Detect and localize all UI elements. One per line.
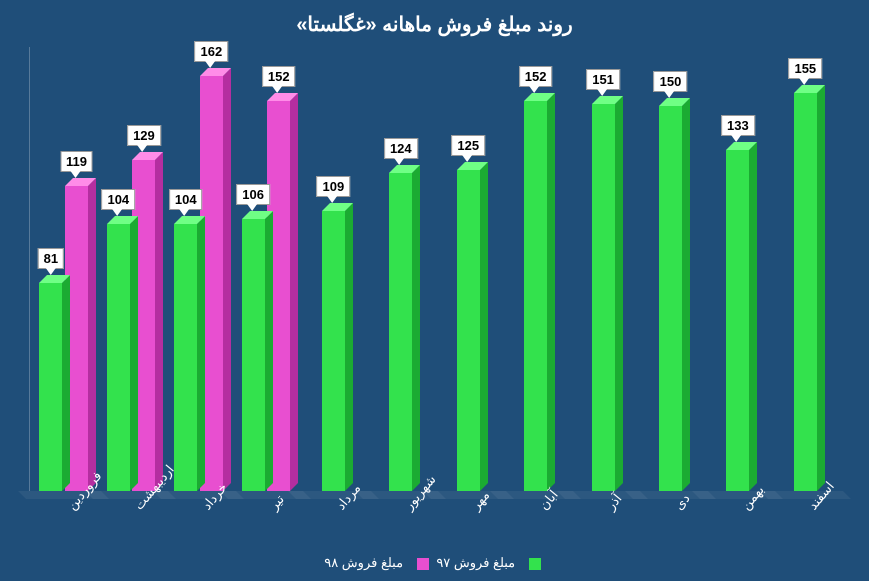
value-label: 133 — [721, 115, 755, 136]
category: 152106تیر — [232, 55, 299, 491]
category: 155اسفند — [772, 55, 839, 491]
category: 109مرداد — [300, 55, 367, 491]
bar-97: 152 — [524, 101, 547, 491]
bar-97: 125 — [457, 170, 480, 491]
bar-97: 150 — [659, 106, 682, 491]
value-label: 155 — [788, 58, 822, 79]
sales-chart: روند مبلغ فروش ماهانه «غگلستا» 11981فرور… — [0, 0, 869, 581]
category: 124شهریور — [367, 55, 434, 491]
value-label: 81 — [38, 248, 64, 269]
value-label: 162 — [194, 41, 228, 62]
bar-97: 104 — [174, 224, 197, 491]
bar-97: 124 — [389, 173, 412, 491]
value-label: 109 — [317, 176, 351, 197]
category: 151آذر — [569, 55, 636, 491]
value-label: 106 — [236, 184, 270, 205]
value-label: 150 — [654, 71, 688, 92]
legend-label-97: مبلغ فروش ۹۷ — [436, 555, 515, 570]
category: 129104اردیبهشت — [97, 55, 164, 491]
value-label: 124 — [384, 138, 418, 159]
bar-97: 155 — [794, 93, 817, 491]
category: 162104خرداد — [165, 55, 232, 491]
value-label: 119 — [60, 151, 93, 172]
value-label: 104 — [169, 189, 203, 210]
legend: مبلغ فروش ۹۷ مبلغ فروش ۹۸ — [0, 555, 869, 571]
plot-area: 11981فروردین129104اردیبهشت162104خرداد152… — [30, 55, 839, 491]
category: 125مهر — [435, 55, 502, 491]
value-label: 129 — [127, 125, 161, 146]
legend-label-98: مبلغ فروش ۹۸ — [324, 555, 403, 570]
bar-97: 151 — [592, 104, 615, 491]
legend-swatch-97 — [529, 558, 541, 570]
legend-swatch-98 — [417, 558, 429, 570]
bar-97: 104 — [107, 224, 130, 491]
bar-97: 133 — [726, 150, 749, 491]
chart-title: روند مبلغ فروش ماهانه «غگلستا» — [0, 12, 869, 37]
category: 11981فروردین — [30, 55, 97, 491]
value-label: 151 — [586, 69, 620, 90]
bar-97: 106 — [242, 219, 265, 491]
category: 152آبان — [502, 55, 569, 491]
bar-97: 81 — [39, 283, 62, 491]
value-label: 125 — [451, 135, 485, 156]
category: 133بهمن — [704, 55, 771, 491]
value-label: 152 — [519, 66, 553, 87]
value-label: 104 — [101, 189, 135, 210]
category-container: 11981فروردین129104اردیبهشت162104خرداد152… — [30, 55, 839, 491]
bar-97: 109 — [322, 211, 345, 491]
category: 150دی — [637, 55, 704, 491]
value-label: 152 — [262, 66, 296, 87]
